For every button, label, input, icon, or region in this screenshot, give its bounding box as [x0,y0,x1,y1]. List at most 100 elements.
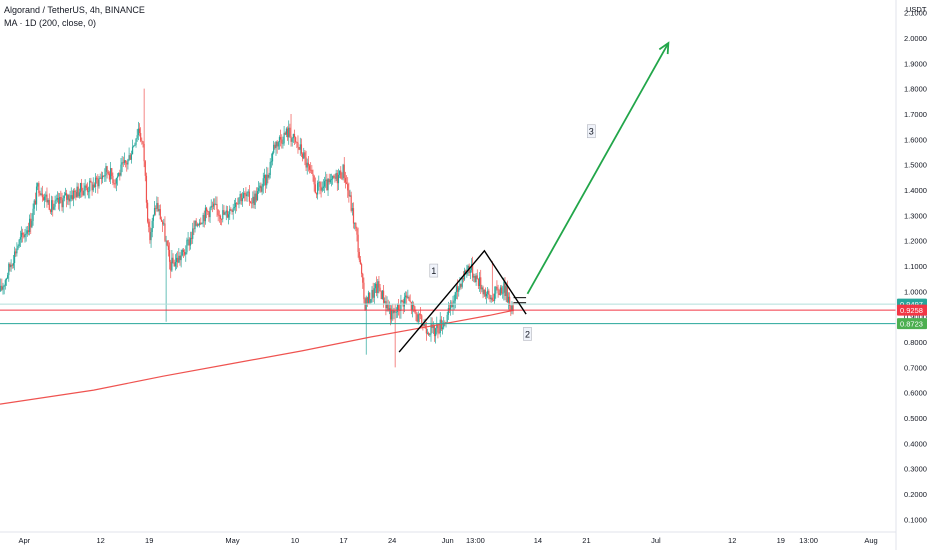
symbol-title[interactable]: Algorand / TetherUS, 4h, BINANCE [4,5,145,15]
candle-body [141,140,143,142]
x-tick-label: Jul [651,536,661,545]
candle-body [227,214,230,218]
candle-body [333,175,335,178]
candle-body [11,264,13,266]
annotation-label: 1 [429,263,439,278]
candle-body [103,175,105,177]
candle-body [507,296,510,303]
candle-body [81,182,83,191]
candle-body [156,202,158,209]
candle-body [332,175,334,180]
candle-body [88,191,90,193]
annotation-label: 3 [587,124,596,139]
candle-body [253,196,255,205]
candle-body [409,300,411,302]
candle-body [192,228,194,239]
candle-body [260,185,262,192]
candle-body [247,191,249,193]
candle-body [499,287,501,295]
candle-body [425,328,427,334]
annotation-text: 1 [431,266,436,276]
candle-body [441,327,444,330]
y-tick-label: 2.0000 [904,34,927,43]
candle-body [193,228,195,230]
candle-body [79,182,82,193]
candle-body [512,305,514,312]
candle-body [422,325,424,327]
candle-body [487,290,489,294]
candle-body [274,144,276,149]
candle-body [96,177,98,180]
candle-body [410,301,412,310]
y-tick-label: 1.0000 [904,287,927,296]
candle-body [15,251,17,254]
candle-body [416,314,418,322]
candle-body [108,173,111,180]
candle-body [82,190,84,196]
candle-body [151,220,153,233]
moving-average-line [0,309,514,405]
candle-body [114,183,116,185]
x-tick-label: 17 [339,536,347,545]
candle-body [492,300,495,302]
candle-body [474,276,476,283]
candle-body [411,303,414,310]
candle-body [446,314,448,323]
candle-body [241,198,244,202]
candle-body [190,237,193,239]
candle-body [496,286,498,289]
candle-body [511,305,513,311]
candle-body [483,289,485,295]
candle-body [276,141,278,147]
candle-body [315,193,318,195]
candle-body [84,185,86,191]
candle-body [29,218,31,233]
candle-body [70,195,72,199]
candle-body [452,303,454,308]
candle-body [27,230,30,233]
candle-body [445,322,447,323]
candle-body [164,223,166,241]
price-tag-background [897,304,927,316]
x-tick-label: 21 [582,536,590,545]
candle-body [417,314,419,322]
candle-body [278,137,281,143]
candle-body [1,285,3,290]
candle-body [374,283,377,289]
candle-body [378,281,380,288]
candle-body [498,293,500,295]
candle-body [50,200,53,212]
y-tick-label: 1.5000 [904,161,927,170]
candle-body [396,303,399,312]
candle-body [174,261,176,267]
candle-body [342,164,344,179]
candle-body [145,175,148,203]
candle-body [311,169,313,174]
candle-body [458,288,460,292]
candle-body [205,207,208,212]
candle-body [371,289,373,300]
candle-body [157,202,159,212]
candle-body [104,175,106,177]
candle-body [473,276,475,278]
candle-body [329,179,331,183]
candle-body [240,194,242,202]
candle-body [451,302,453,308]
candle-body [238,197,240,205]
candle-body [384,301,386,303]
candle-body [2,286,4,290]
y-tick-label: 1.6000 [904,135,927,144]
candle-body [75,192,77,198]
candle-body [307,162,309,166]
candle-body [118,172,120,177]
indicator-title[interactable]: MA · 1D (200, close, 0) [4,18,97,28]
candle-body [46,194,48,203]
annotation-box [429,263,439,278]
candle-body [251,202,253,204]
candle-body [92,184,94,191]
candle-body [469,270,471,273]
candle-body [354,222,356,224]
candle-body [490,297,492,300]
